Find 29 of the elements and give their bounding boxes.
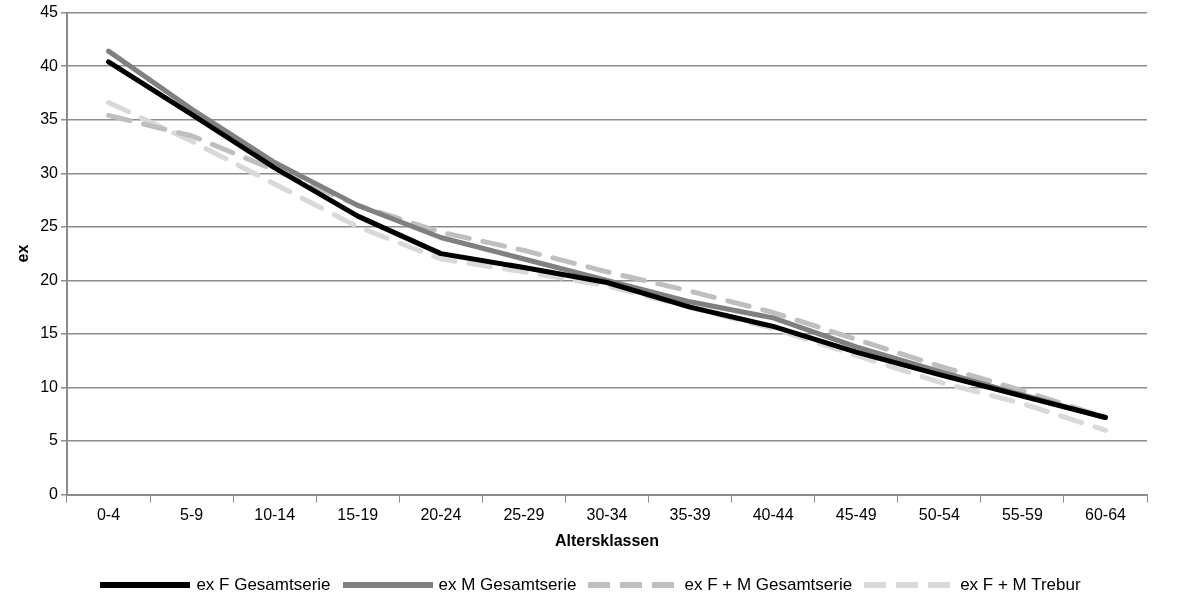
- y-tick-label: 45: [40, 3, 59, 21]
- y-tick-label: 40: [40, 56, 59, 74]
- x-tick-label: 10-14: [254, 505, 296, 523]
- y-tick-label: 10: [40, 377, 59, 395]
- y-tick-label: 20: [40, 270, 59, 288]
- legend-label: ex F + M Trebur: [960, 575, 1081, 595]
- x-tick-label: 45-49: [835, 505, 877, 523]
- x-tick-label: 5-9: [180, 505, 204, 523]
- legend-label: ex F Gesamtserie: [196, 575, 331, 595]
- x-tick-label: 35-39: [669, 505, 711, 523]
- y-tick-label: 15: [40, 324, 59, 342]
- y-axis-title: ex: [14, 244, 32, 263]
- legend-label: ex F + M Gesamtserie: [684, 575, 853, 595]
- x-tick-label: 40-44: [752, 505, 794, 523]
- y-tick-label: 35: [40, 110, 59, 128]
- x-axis-title: Altersklassen: [554, 531, 660, 549]
- x-tick-label: 60-64: [1085, 505, 1127, 523]
- x-tick-label: 0-4: [96, 505, 121, 523]
- y-tick-label: 25: [40, 217, 59, 235]
- x-tick-label: 55-59: [1001, 505, 1043, 523]
- legend-label: ex M Gesamtserie: [438, 575, 577, 595]
- y-tick-label: 5: [49, 431, 59, 449]
- x-tick-label: 15-19: [337, 505, 379, 523]
- x-tick-label: 20-24: [420, 505, 462, 523]
- x-tick-label: 50-54: [918, 505, 960, 523]
- y-tick-label: 0: [49, 485, 59, 503]
- x-tick-label: 30-34: [586, 505, 628, 523]
- y-tick-label: 30: [40, 163, 59, 181]
- x-tick-label: 25-29: [503, 505, 545, 523]
